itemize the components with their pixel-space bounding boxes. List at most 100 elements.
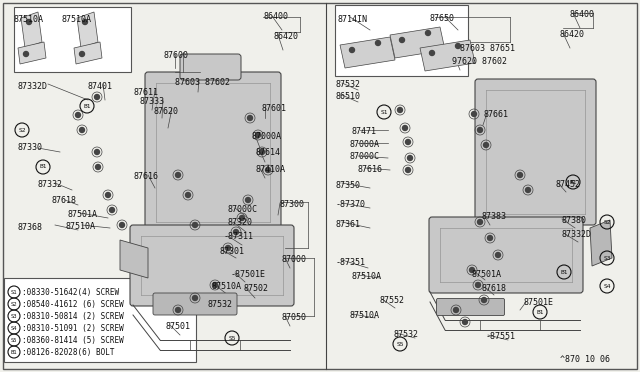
Text: S4: S4 xyxy=(11,326,17,330)
Circle shape xyxy=(403,125,408,131)
Text: 87502: 87502 xyxy=(243,284,268,293)
Polygon shape xyxy=(420,40,475,71)
Circle shape xyxy=(463,320,467,324)
Text: S5: S5 xyxy=(11,337,17,343)
Text: 87350: 87350 xyxy=(336,181,361,190)
Text: 87501A: 87501A xyxy=(68,210,98,219)
Text: 87471: 87471 xyxy=(352,127,377,136)
Text: 87000A: 87000A xyxy=(252,132,282,141)
Circle shape xyxy=(397,108,403,112)
Text: 87601: 87601 xyxy=(262,104,287,113)
Text: :08330-51642(4) SCREW: :08330-51642(4) SCREW xyxy=(22,288,119,297)
FancyBboxPatch shape xyxy=(130,225,294,306)
Text: 87532: 87532 xyxy=(208,300,233,309)
FancyBboxPatch shape xyxy=(153,293,237,315)
Text: 87330: 87330 xyxy=(18,143,43,152)
FancyBboxPatch shape xyxy=(475,79,596,225)
Circle shape xyxy=(26,19,31,25)
Text: B1: B1 xyxy=(560,269,568,275)
Circle shape xyxy=(246,198,250,202)
Text: 87552: 87552 xyxy=(380,296,405,305)
Bar xyxy=(335,5,468,76)
Circle shape xyxy=(109,208,115,212)
Text: 87333: 87333 xyxy=(140,97,165,106)
Circle shape xyxy=(212,282,218,288)
Circle shape xyxy=(495,253,500,257)
Text: S1: S1 xyxy=(380,109,388,115)
Text: 87380: 87380 xyxy=(561,216,586,225)
Text: -87501E: -87501E xyxy=(231,270,266,279)
Circle shape xyxy=(24,51,29,57)
Circle shape xyxy=(79,128,84,132)
Text: 87332D: 87332D xyxy=(562,230,592,239)
Text: 87510A: 87510A xyxy=(66,222,96,231)
Text: 97620 87602: 97620 87602 xyxy=(452,57,507,66)
Text: 86420: 86420 xyxy=(274,32,299,41)
Circle shape xyxy=(476,282,481,288)
Circle shape xyxy=(472,112,477,116)
Circle shape xyxy=(488,235,493,241)
Text: -87551: -87551 xyxy=(486,332,516,341)
Text: B1: B1 xyxy=(83,103,91,109)
Text: -87351: -87351 xyxy=(336,258,366,267)
Circle shape xyxy=(225,246,230,250)
Text: 87410A: 87410A xyxy=(256,165,286,174)
Bar xyxy=(4,278,196,362)
Text: 87000C: 87000C xyxy=(350,152,380,161)
Circle shape xyxy=(426,31,431,35)
Circle shape xyxy=(186,192,191,198)
Text: 87532: 87532 xyxy=(336,80,361,89)
Text: S3: S3 xyxy=(11,314,17,318)
Text: 87618: 87618 xyxy=(482,284,507,293)
Circle shape xyxy=(477,128,483,132)
Text: 87600: 87600 xyxy=(164,51,189,60)
Circle shape xyxy=(95,150,99,154)
Text: :08126-82028(6) BOLT: :08126-82028(6) BOLT xyxy=(22,348,115,357)
Circle shape xyxy=(481,298,486,302)
Text: ^870 10 06: ^870 10 06 xyxy=(560,355,610,364)
Polygon shape xyxy=(21,12,42,48)
Circle shape xyxy=(406,167,410,173)
Circle shape xyxy=(106,192,111,198)
FancyBboxPatch shape xyxy=(436,298,504,315)
Text: S2: S2 xyxy=(19,128,26,132)
Text: -87311: -87311 xyxy=(224,232,254,241)
Text: 87510A: 87510A xyxy=(350,311,380,320)
Text: 87650: 87650 xyxy=(430,14,455,23)
Circle shape xyxy=(408,155,413,160)
Text: 87620: 87620 xyxy=(153,107,178,116)
Polygon shape xyxy=(74,42,102,64)
Text: -87370: -87370 xyxy=(336,200,366,209)
Text: 87501E: 87501E xyxy=(524,298,554,307)
Circle shape xyxy=(525,187,531,192)
Text: 87661: 87661 xyxy=(484,110,509,119)
Text: 87501A: 87501A xyxy=(472,270,502,279)
Polygon shape xyxy=(77,12,98,48)
Circle shape xyxy=(95,94,99,99)
Text: S5: S5 xyxy=(228,336,236,340)
Text: 87332: 87332 xyxy=(37,180,62,189)
Text: B1: B1 xyxy=(39,164,47,170)
Circle shape xyxy=(175,173,180,177)
Text: 87320: 87320 xyxy=(228,218,253,227)
Text: 87616: 87616 xyxy=(358,165,383,174)
Bar xyxy=(14,7,131,72)
Text: 87301: 87301 xyxy=(220,247,245,256)
Text: 87501: 87501 xyxy=(166,322,191,331)
Circle shape xyxy=(349,48,355,52)
Text: 87332D: 87332D xyxy=(18,82,48,91)
Circle shape xyxy=(193,222,198,228)
Text: 8714IN: 8714IN xyxy=(338,15,368,24)
Text: 87616: 87616 xyxy=(133,172,158,181)
Polygon shape xyxy=(340,37,395,68)
Text: 87383: 87383 xyxy=(482,212,507,221)
Text: 87510A: 87510A xyxy=(212,282,242,291)
Text: 87000C: 87000C xyxy=(228,205,258,214)
Circle shape xyxy=(470,267,474,273)
Text: :08540-41612 (6) SCREW: :08540-41612 (6) SCREW xyxy=(22,300,124,309)
Text: 87452: 87452 xyxy=(555,180,580,189)
Text: S5: S5 xyxy=(396,341,404,346)
Circle shape xyxy=(248,115,253,121)
Text: 87603 87602: 87603 87602 xyxy=(175,78,230,87)
Circle shape xyxy=(456,44,461,48)
